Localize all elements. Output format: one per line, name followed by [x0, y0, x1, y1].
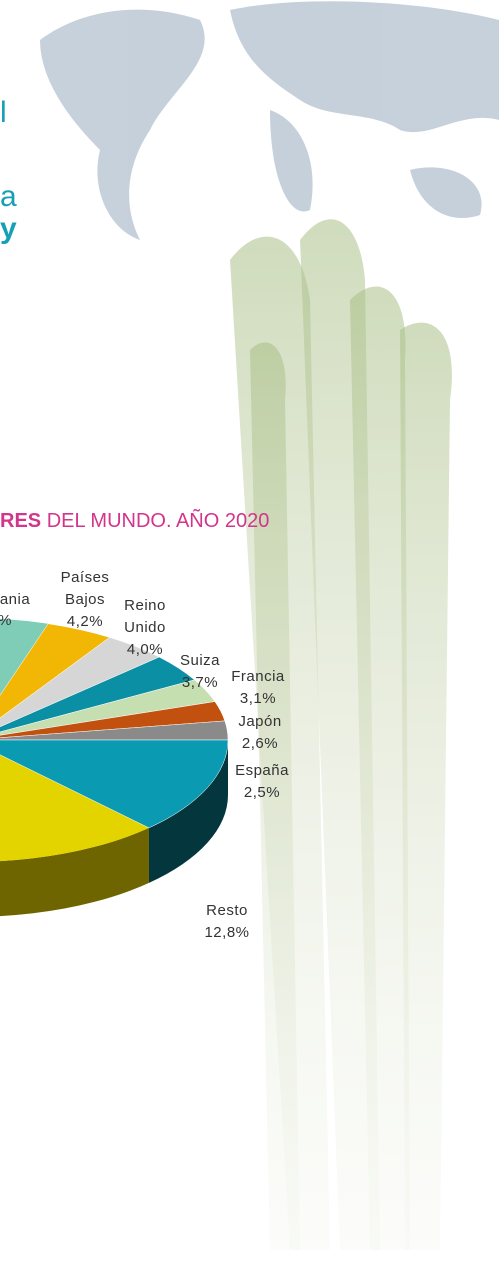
value-label: 2,6% — [241, 735, 279, 752]
value-label: 4,2% — [66, 613, 104, 630]
label-name: España — [235, 762, 289, 779]
cropped-text: a — [0, 180, 17, 213]
world-map — [40, 1, 499, 240]
label-name: Reino Unido — [124, 597, 166, 636]
cropped-text: l — [0, 96, 7, 129]
value-label: 3,7% — [181, 674, 219, 691]
pie-slice — [0, 739, 229, 829]
label-name: Suiza — [179, 652, 221, 669]
chart-title: RES DEL MUNDO. AÑO 2020 — [0, 510, 269, 533]
asparagus — [230, 219, 452, 1250]
pie-slice — [0, 754, 149, 862]
pie-side — [148, 740, 228, 883]
value-label: 2,5% — [243, 784, 281, 801]
cropped-text: y — [0, 212, 17, 245]
label-name: Países Bajos — [60, 569, 110, 608]
pie-chart — [0, 618, 229, 917]
cropped-label: % — [0, 610, 37, 632]
cropped-label: ania — [0, 591, 31, 608]
title-bold: RES — [0, 510, 42, 532]
label-name: Francia — [231, 668, 285, 685]
label-name: Japón — [238, 713, 282, 730]
value-label: 12,8% — [204, 924, 250, 941]
label-name: Resto — [206, 902, 248, 919]
title-text: DEL MUNDO. AÑO 2020 — [46, 510, 270, 532]
pie-slice — [0, 618, 49, 696]
pie-side — [0, 827, 149, 917]
value-label: 4,0% — [126, 641, 164, 658]
value-label: 3,1% — [239, 690, 277, 707]
